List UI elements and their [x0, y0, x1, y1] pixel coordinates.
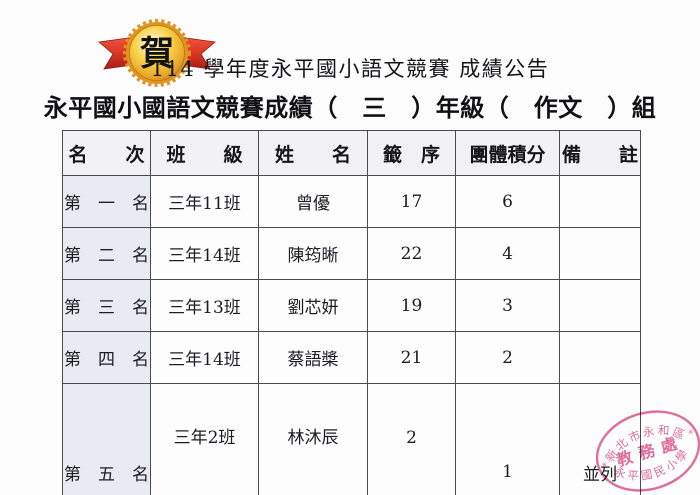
rank-cell: 第 一 名 — [62, 175, 151, 228]
class-cell: 三年2班 三年3班 — [150, 382, 259, 495]
name-cell: 劉芯妍 — [258, 279, 368, 332]
name-cell: 林沐辰 陳恒晞 — [258, 382, 368, 495]
table-row: 第 一 名 三年11班 曾優 17 6 — [62, 175, 641, 228]
rank-cell: 第 二 名 — [62, 227, 151, 280]
note-cell — [559, 227, 641, 280]
note-cell — [559, 175, 641, 228]
badge-character: 賀 — [140, 34, 174, 74]
group-subtitle: 永平國小國語文競賽成績（ 三 ）年級（ 作文 ）組 — [43, 93, 657, 122]
header-rank: 名 次 — [62, 130, 151, 176]
note-cell — [559, 279, 641, 332]
points-cell: 4 — [455, 227, 560, 280]
congrats-badge: 賀 — [96, 15, 218, 91]
name-cell: 蔡語槳 — [258, 331, 368, 384]
points-cell: 2 — [455, 331, 560, 384]
name-cell: 陳筠晰 — [258, 227, 368, 280]
header-name: 姓 名 — [258, 130, 368, 176]
seal-ornament-left-icon: ✳ — [600, 459, 609, 470]
class-cell: 三年11班 — [150, 175, 259, 228]
office-seal-icon: 新北市永和區 永平國民小學 教務處 ✳ ✳ — [595, 410, 700, 492]
table-row: 第 五 名 三年2班 三年3班 林沐辰 陳恒晞 2 5 1 並列 — [62, 382, 641, 495]
class-cell: 三年14班 — [150, 331, 259, 384]
draw-cell: 19 — [367, 279, 456, 332]
table-header-row: 名 次 班 級 姓 名 籤 序 團體積分 備 註 — [62, 130, 641, 176]
table-row: 第 四 名 三年14班 蔡語槳 21 2 — [62, 331, 641, 384]
header-note: 備 註 — [559, 130, 641, 176]
draw-cell: 21 — [367, 331, 456, 384]
class-cell: 三年14班 — [150, 227, 259, 280]
header-class: 班 級 — [150, 130, 259, 176]
header-draw: 籤 序 — [367, 130, 456, 176]
table-row: 第 二 名 三年14班 陳筠晰 22 4 — [62, 227, 641, 280]
name-line-1: 林沐辰 — [287, 428, 339, 448]
seal-ornament-right-icon: ✳ — [686, 427, 695, 438]
congrats-badge-icon: 賀 — [98, 19, 216, 87]
rank-cell: 第 四 名 — [62, 331, 151, 384]
draw-cell: 2 5 — [367, 382, 456, 495]
rank-cell: 第 三 名 — [62, 279, 151, 332]
draw-cell: 17 — [367, 175, 456, 228]
results-table: 名 次 班 級 姓 名 籤 序 團體積分 備 註 第 一 名 三年11班 曾優 … — [62, 130, 641, 495]
points-cell: 3 — [455, 279, 560, 332]
points-cell: 1 — [455, 382, 560, 495]
draw-line-1: 2 — [406, 428, 417, 448]
header-points: 團體積分 — [455, 130, 560, 176]
points-cell: 6 — [455, 175, 560, 228]
table-row: 第 三 名 三年13班 劉芯妍 19 3 — [62, 279, 641, 332]
draw-cell: 22 — [367, 227, 456, 280]
name-cell: 曾優 — [258, 175, 368, 228]
class-cell: 三年13班 — [150, 279, 259, 332]
class-line-1: 三年2班 — [173, 428, 236, 448]
announcement-title: 114 學年度永平國小語文競賽 成績公告 — [150, 57, 550, 81]
office-seal-stamp: 新北市永和區 永平國民小學 教務處 ✳ ✳ — [592, 404, 700, 495]
note-cell — [559, 331, 641, 384]
rank-cell: 第 五 名 — [62, 382, 151, 495]
seal-border — [595, 410, 700, 492]
medal-face-icon — [129, 25, 185, 81]
note-cell: 並列 — [559, 382, 641, 495]
